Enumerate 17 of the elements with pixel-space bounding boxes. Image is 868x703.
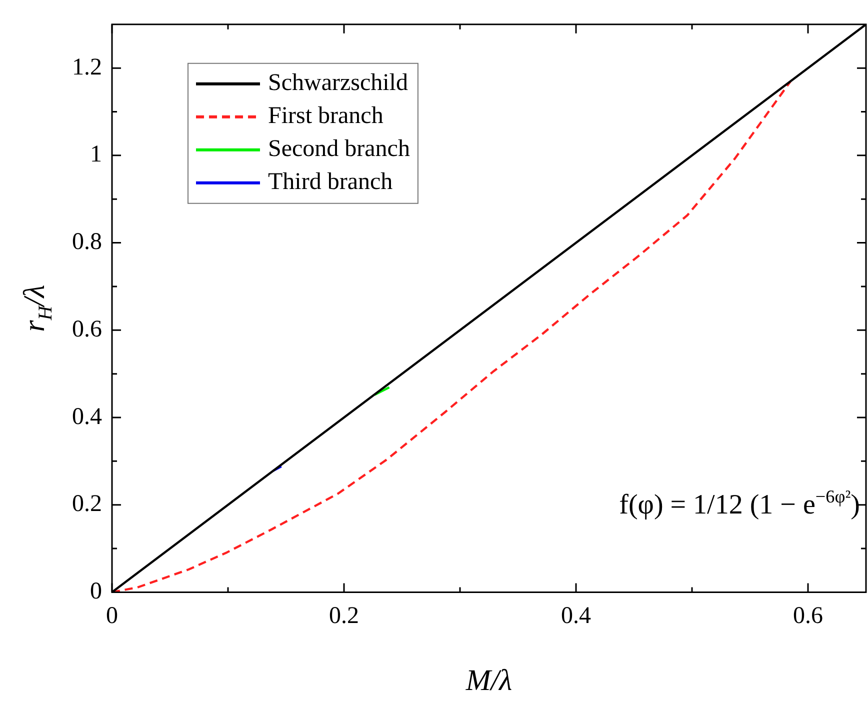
y-tick-label: 1 bbox=[90, 142, 102, 168]
legend-label: Second branch bbox=[268, 136, 410, 162]
x-tick-label: 0 bbox=[106, 602, 118, 629]
legend-label: First branch bbox=[268, 103, 384, 130]
y-axis-title: rH/λ bbox=[18, 284, 56, 332]
y-tick-label: 0 bbox=[90, 578, 102, 604]
x-axis-title: M/λ bbox=[464, 664, 512, 697]
x-tick-label: 0.2 bbox=[329, 602, 359, 629]
y-tick-label: 0.2 bbox=[72, 491, 102, 518]
y-tick-label: 0.8 bbox=[72, 229, 102, 256]
x-tick-label: 0.6 bbox=[793, 602, 823, 629]
y-tick-label: 0.4 bbox=[72, 404, 102, 430]
y-tick-label: 0.6 bbox=[72, 316, 102, 342]
legend-label: Third branch bbox=[268, 169, 393, 196]
x-tick-label: 0.4 bbox=[561, 602, 591, 629]
y-tick-label: 1.2 bbox=[72, 54, 102, 80]
legend-label: Schwarzschild bbox=[268, 70, 408, 96]
